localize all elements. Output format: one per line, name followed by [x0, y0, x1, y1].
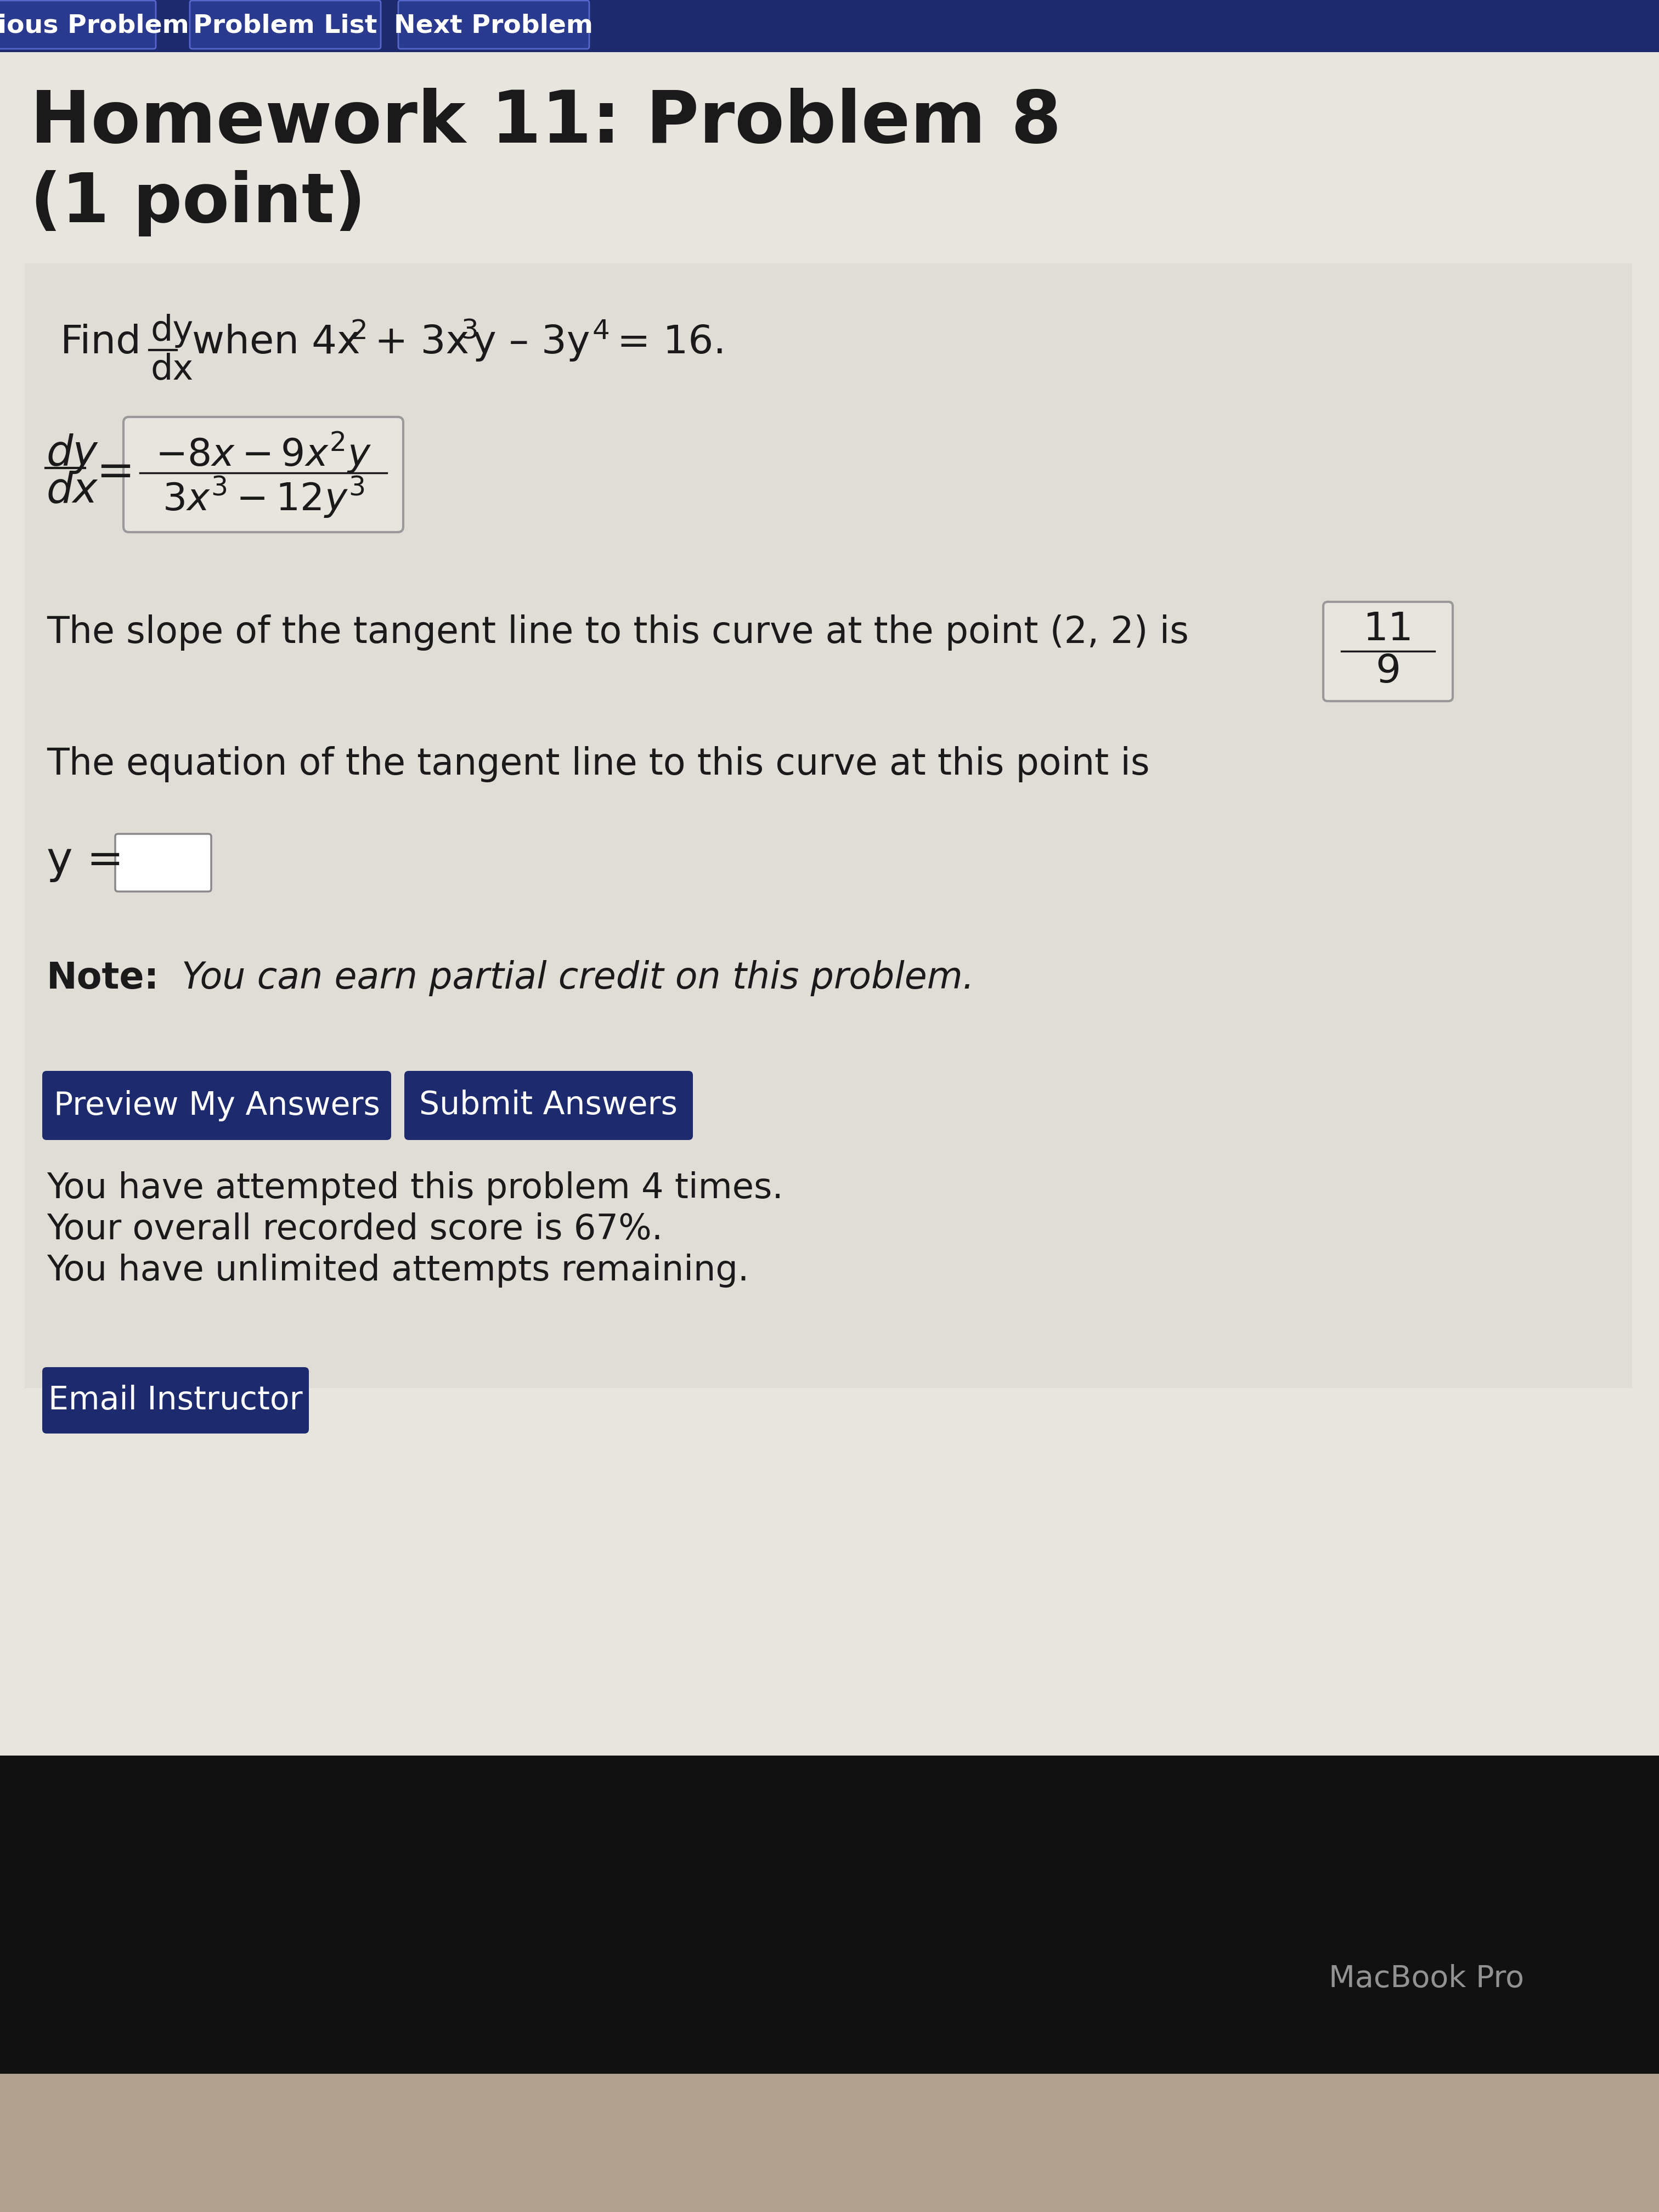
Text: You have attempted this problem 4 times.: You have attempted this problem 4 times. — [46, 1172, 783, 1206]
Text: MacBook Pro: MacBook Pro — [1329, 1964, 1525, 1993]
FancyBboxPatch shape — [41, 1071, 392, 1139]
Text: 9: 9 — [1375, 653, 1400, 690]
Text: Previous Problem: Previous Problem — [0, 13, 189, 38]
Bar — [0, 0, 1659, 53]
Text: $-8x - 9x^2y$: $-8x - 9x^2y$ — [156, 431, 372, 476]
Text: dx: dx — [151, 352, 194, 387]
Text: $3x^3 - 12y^3$: $3x^3 - 12y^3$ — [163, 476, 365, 520]
Text: =: = — [96, 449, 134, 493]
Text: + 3x: + 3x — [362, 323, 469, 361]
Text: Your overall recorded score is 67%.: Your overall recorded score is 67%. — [46, 1212, 664, 1245]
FancyBboxPatch shape — [1324, 602, 1453, 701]
Text: Preview My Answers: Preview My Answers — [53, 1091, 380, 1121]
Bar — [0, 0, 1659, 1838]
FancyBboxPatch shape — [0, 0, 156, 49]
Text: dx: dx — [46, 471, 98, 511]
FancyBboxPatch shape — [41, 1367, 309, 1433]
Bar — [0, 1756, 1659, 2075]
Text: 4: 4 — [592, 319, 611, 345]
FancyBboxPatch shape — [114, 834, 211, 891]
Text: dy: dy — [151, 314, 194, 347]
Text: 3: 3 — [461, 319, 478, 345]
Bar — [25, 263, 1632, 1387]
Bar — [0, 2075, 1659, 2212]
Text: 2: 2 — [350, 319, 367, 345]
Text: = 16.: = 16. — [604, 323, 727, 361]
Text: Next Problem: Next Problem — [395, 13, 594, 38]
Text: Homework 11: Problem 8: Homework 11: Problem 8 — [30, 88, 1062, 157]
Text: The slope of the tangent line to this curve at the point (2, 2) is: The slope of the tangent line to this cu… — [46, 615, 1190, 650]
Text: You have unlimited attempts remaining.: You have unlimited attempts remaining. — [46, 1254, 748, 1287]
Text: Note:: Note: — [46, 960, 159, 995]
Text: y =: y = — [46, 838, 124, 883]
Text: dy: dy — [46, 434, 98, 473]
Text: Submit Answers: Submit Answers — [420, 1091, 679, 1121]
Text: Find: Find — [60, 323, 141, 361]
FancyBboxPatch shape — [123, 416, 403, 533]
Text: when 4x: when 4x — [192, 323, 360, 361]
Text: You can earn partial credit on this problem.: You can earn partial credit on this prob… — [171, 960, 974, 995]
Text: y – 3y: y – 3y — [473, 323, 591, 361]
Text: (1 point): (1 point) — [30, 170, 365, 237]
Text: 11: 11 — [1362, 611, 1413, 648]
FancyBboxPatch shape — [398, 0, 589, 49]
Text: The equation of the tangent line to this curve at this point is: The equation of the tangent line to this… — [46, 745, 1150, 783]
FancyBboxPatch shape — [405, 1071, 693, 1139]
FancyBboxPatch shape — [189, 0, 380, 49]
Text: Email Instructor: Email Instructor — [48, 1385, 302, 1416]
Text: Problem List: Problem List — [192, 13, 377, 38]
